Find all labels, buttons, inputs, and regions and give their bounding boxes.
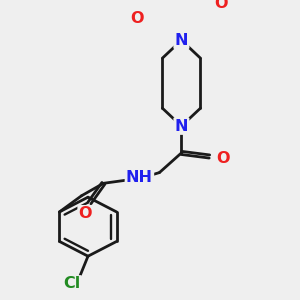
Text: N: N — [175, 118, 188, 134]
Text: N: N — [175, 33, 188, 48]
Text: O: O — [215, 0, 228, 11]
Text: O: O — [131, 11, 144, 26]
Text: NH: NH — [126, 170, 153, 185]
Text: Cl: Cl — [63, 276, 81, 291]
Text: O: O — [217, 151, 230, 166]
Text: O: O — [79, 206, 92, 221]
